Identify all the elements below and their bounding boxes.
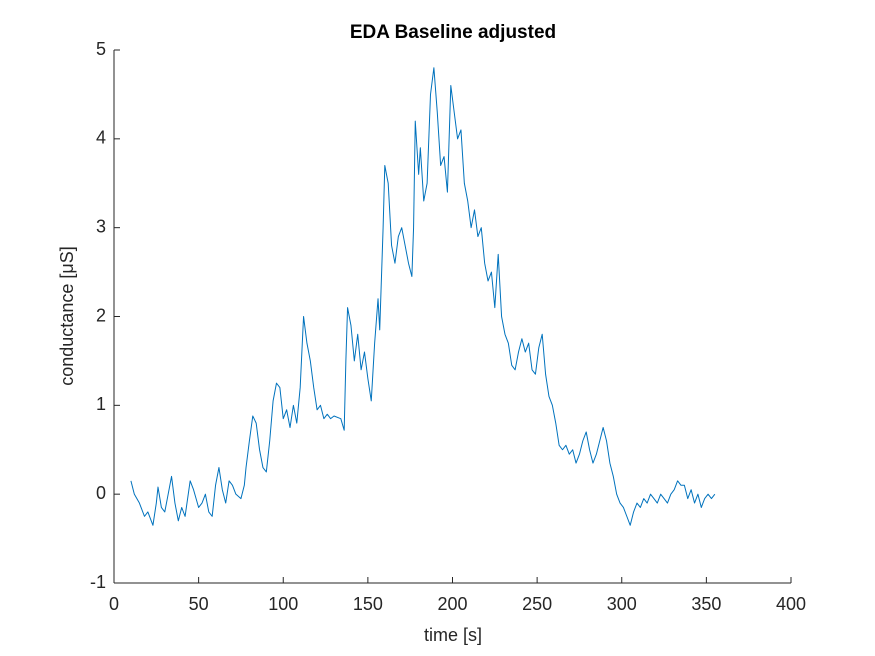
x-tick-label: 300 xyxy=(607,594,637,614)
y-tick-label: 1 xyxy=(96,394,106,414)
y-tick-label: 2 xyxy=(96,305,106,325)
x-tick-label: 200 xyxy=(437,594,467,614)
x-tick-label: 400 xyxy=(776,594,806,614)
chart-title: EDA Baseline adjusted xyxy=(350,22,556,43)
x-tick-label: 100 xyxy=(268,594,298,614)
y-tick-label: -1 xyxy=(90,572,106,592)
y-tick-label: 5 xyxy=(96,39,106,59)
x-tick-label: 0 xyxy=(109,594,119,614)
y-tick-label: 3 xyxy=(96,216,106,236)
x-tick-label: 250 xyxy=(522,594,552,614)
data-line xyxy=(130,67,716,526)
y-axis-label: conductance [μS] xyxy=(57,246,77,385)
x-tick-label: 350 xyxy=(691,594,721,614)
x-tick-label: 50 xyxy=(189,594,209,614)
y-tick-label: 0 xyxy=(96,483,106,503)
x-tick-label: 150 xyxy=(353,594,383,614)
x-axis-label: time [s] xyxy=(424,625,482,645)
y-tick-label: 4 xyxy=(96,128,106,148)
